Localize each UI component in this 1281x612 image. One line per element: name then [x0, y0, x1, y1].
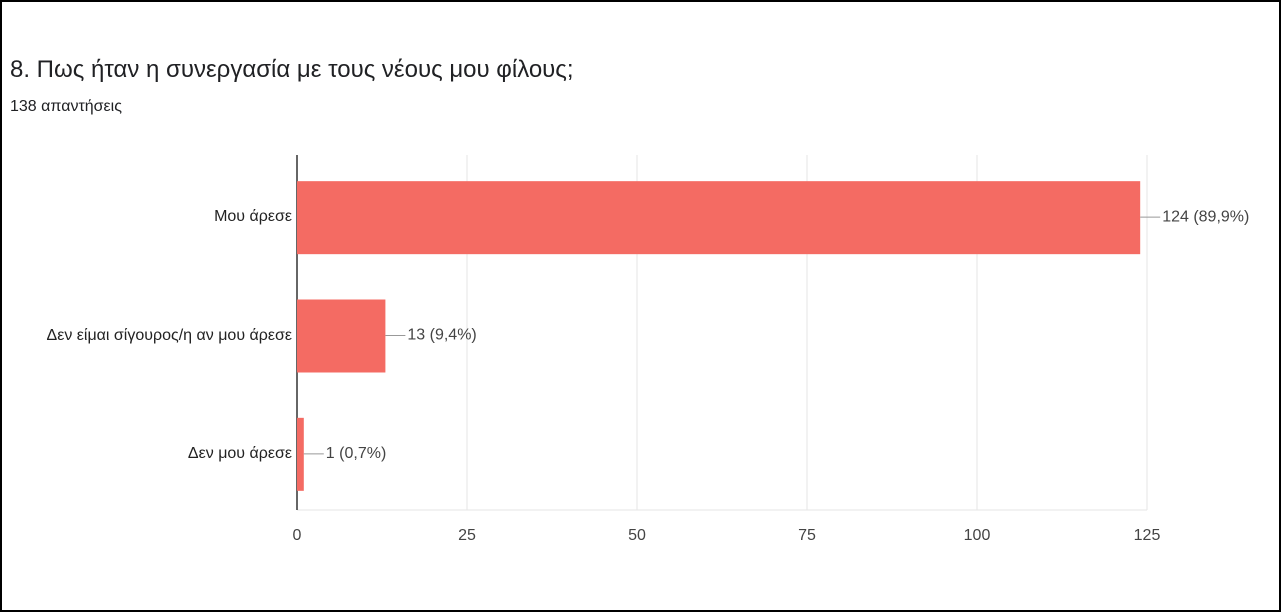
value-label: 13 (9,4%) [407, 327, 476, 344]
x-tick-label: 0 [293, 527, 302, 544]
category-label: Δεν είμαι σίγουρος/η αν μου άρεσε [46, 326, 293, 344]
chart-subtitle: 138 απαντήσεις [10, 98, 122, 115]
bar [297, 417, 304, 491]
x-tick-label: 75 [798, 527, 816, 544]
category-label: Δεν μου άρεσε [187, 444, 292, 462]
x-tick-label: 100 [964, 527, 991, 544]
value-label: 1 (0,7%) [326, 445, 386, 462]
value-label: 124 (89,9%) [1162, 208, 1249, 225]
chart-title: 8. Πως ήταν η συνεργασία με τους νέους μ… [10, 56, 574, 83]
bar [297, 299, 386, 373]
x-tick-label: 50 [628, 527, 646, 544]
x-tick-label: 125 [1134, 527, 1161, 544]
x-tick-label: 25 [458, 527, 476, 544]
bar [297, 181, 1141, 255]
category-label: Μου άρεσε [214, 208, 292, 226]
